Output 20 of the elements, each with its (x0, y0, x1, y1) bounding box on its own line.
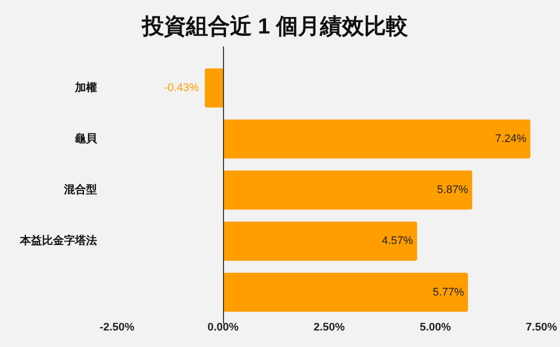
bar (204, 68, 224, 108)
bar (223, 119, 530, 159)
x-tick-label: -2.50% (100, 321, 135, 334)
x-tick-label: 2.50% (314, 321, 346, 334)
data-label: 5.77% (432, 286, 464, 298)
y-tick-label: 本益比金字塔法 (19, 234, 97, 248)
bar (223, 222, 418, 261)
y-tick-label: 混合型 (63, 183, 97, 196)
x-tick-label: 0.00% (208, 321, 239, 334)
data-label: 4.57% (382, 235, 414, 248)
y-tick-label: 龜貝 (74, 132, 98, 146)
data-label: 5.87% (437, 184, 468, 196)
bar (223, 272, 468, 312)
bar (223, 170, 472, 210)
y-tick-label: 加權 (74, 80, 97, 94)
x-tick-label: 5.00% (420, 321, 452, 334)
data-label: -0.43% (164, 82, 200, 94)
chart-title: 投資組合近 1 個月績效比較 (140, 13, 410, 38)
x-tick-label: 7.50% (526, 321, 558, 334)
data-label: 7.24% (495, 133, 527, 146)
